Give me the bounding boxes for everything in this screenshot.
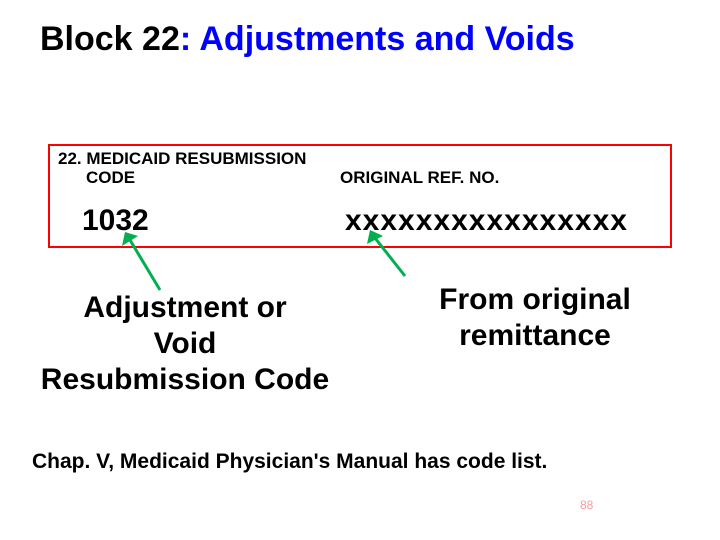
annotation-right-line1: From original [400,282,670,318]
field-label-original-ref: ORIGINAL REF. NO. [340,168,499,188]
annotation-right: From original remittance [400,282,670,354]
title-part2: : Adjustments and Voids [180,20,575,58]
title-part1: Block 22 [40,20,180,58]
field-label-line2: CODE [58,168,306,187]
footer-text: Chap. V, Medicaid Physician's Manual has… [32,450,547,474]
annotation-left: Adjustment or Void Resubmission Code [30,290,340,398]
arrow-right [365,228,425,288]
field-label-line1: 22. MEDICAID RESUBMISSION [58,149,306,168]
annotation-left-line3: Resubmission Code [30,362,340,398]
annotation-left-line1: Adjustment or [30,290,340,326]
annotation-left-line2: Void [30,326,340,362]
page-title: Block 22: Adjustments and Voids [40,20,575,59]
page-number: 88 [580,498,593,512]
field-label-resubmission-code: 22. MEDICAID RESUBMISSION CODE [58,149,306,187]
annotation-right-line2: remittance [400,318,670,354]
